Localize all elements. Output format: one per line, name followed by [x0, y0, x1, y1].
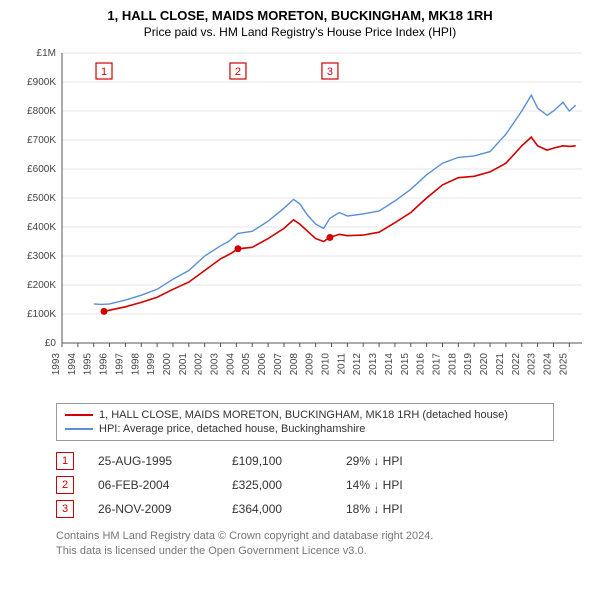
event-dot — [101, 308, 108, 315]
marker-date: 25-AUG-1995 — [98, 454, 208, 468]
chart-plot: £0 £100K £200K £300K £400K £500K £600K £700K £80… — [12, 47, 588, 397]
x-tick-label: 1995 — [83, 353, 94, 376]
x-tick-label: 2024 — [542, 353, 553, 376]
event-marker-num: 3 — [327, 66, 333, 78]
x-tick-label: 2007 — [273, 353, 284, 376]
chart-title: 1, HALL CLOSE, MAIDS MORETON, BUCKINGHAM… — [12, 8, 588, 23]
x-tick-label: 2023 — [527, 353, 538, 376]
y-tick-label: £800K — [27, 106, 56, 117]
marker-num-box: 2 — [56, 476, 74, 494]
attribution: Contains HM Land Registry data © Crown c… — [56, 529, 588, 559]
x-tick-label: 2003 — [210, 353, 221, 376]
marker-delta: 14% ↓ HPI — [346, 478, 456, 492]
marker-num-box: 3 — [56, 500, 74, 518]
y-tick-label: £900K — [27, 77, 56, 88]
event-dot — [326, 234, 333, 241]
legend-label: HPI: Average price, detached house, Buck… — [99, 423, 365, 435]
marker-num-box: 1 — [56, 452, 74, 470]
x-tick-label: 2015 — [400, 353, 411, 376]
y-tick-label: £0 — [45, 338, 57, 349]
x-tick-label: 2008 — [289, 353, 300, 376]
y-tick-label: £100K — [27, 309, 56, 320]
event-marker-num: 2 — [235, 66, 241, 78]
y-tick-label: £200K — [27, 280, 56, 291]
marker-delta: 29% ↓ HPI — [346, 454, 456, 468]
legend-label: 1, HALL CLOSE, MAIDS MORETON, BUCKINGHAM… — [99, 409, 508, 421]
x-tick-label: 2001 — [178, 353, 189, 376]
x-tick-label: 2019 — [463, 353, 474, 376]
y-tick-label: £1M — [37, 48, 56, 59]
line-chart-svg: £0 £100K £200K £300K £400K £500K £600K £700K £80… — [12, 47, 588, 397]
x-tick-label: 2010 — [321, 353, 332, 376]
chart-subtitle: Price paid vs. HM Land Registry's House … — [12, 25, 588, 39]
x-tick-label: 2016 — [416, 353, 427, 376]
marker-date: 06-FEB-2004 — [98, 478, 208, 492]
x-tick-label: 2017 — [431, 353, 442, 376]
x-tick-label: 2005 — [241, 353, 252, 376]
x-tick-label: 2020 — [479, 353, 490, 376]
marker-row: 2 06-FEB-2004 £325,000 14% ↓ HPI — [56, 473, 588, 497]
event-dot — [234, 245, 241, 252]
x-tick-label: 2022 — [511, 353, 522, 376]
x-tick-label: 2002 — [194, 353, 205, 376]
x-tick-label: 2018 — [447, 353, 458, 376]
x-tick-label: 2009 — [305, 353, 316, 376]
x-tick-label: 1993 — [51, 353, 62, 376]
y-tick-label: £500K — [27, 193, 56, 204]
x-tick-label: 1998 — [130, 353, 141, 376]
legend-item: 1, HALL CLOSE, MAIDS MORETON, BUCKINGHAM… — [65, 408, 545, 422]
marker-price: £364,000 — [232, 502, 322, 516]
chart-container: 1, HALL CLOSE, MAIDS MORETON, BUCKINGHAM… — [0, 0, 600, 569]
y-tick-label: £700K — [27, 135, 56, 146]
marker-row: 3 26-NOV-2009 £364,000 18% ↓ HPI — [56, 497, 588, 521]
x-tick-label: 2000 — [162, 353, 173, 376]
legend-swatch — [65, 414, 93, 416]
x-tick-label: 2012 — [352, 353, 363, 376]
x-tick-label: 1997 — [114, 353, 125, 376]
x-tick-label: 2025 — [558, 353, 569, 376]
y-tick-label: £300K — [27, 251, 56, 262]
x-tick-label: 2014 — [384, 353, 395, 376]
y-tick-label: £400K — [27, 222, 56, 233]
event-marker-num: 1 — [101, 66, 107, 78]
marker-row: 1 25-AUG-1995 £109,100 29% ↓ HPI — [56, 449, 588, 473]
legend-swatch — [65, 428, 93, 430]
x-tick-label: 2013 — [368, 353, 379, 376]
event-markers-table: 1 25-AUG-1995 £109,100 29% ↓ HPI 2 06-FEB-200… — [56, 449, 588, 521]
legend: 1, HALL CLOSE, MAIDS MORETON, BUCKINGHAM… — [56, 403, 554, 441]
attribution-line: This data is licensed under the Open Gov… — [56, 544, 588, 559]
attribution-line: Contains HM Land Registry data © Crown c… — [56, 529, 588, 544]
x-tick-label: 2021 — [495, 353, 506, 376]
marker-price: £325,000 — [232, 478, 322, 492]
x-tick-label: 1994 — [67, 353, 78, 376]
legend-item: HPI: Average price, detached house, Buck… — [65, 422, 545, 436]
x-tick-label: 1999 — [146, 353, 157, 376]
x-tick-label: 2006 — [257, 353, 268, 376]
x-tick-label: 1996 — [99, 353, 110, 376]
x-tick-label: 2011 — [336, 353, 347, 375]
marker-price: £109,100 — [232, 454, 322, 468]
y-tick-label: £600K — [27, 164, 56, 175]
x-tick-label: 2004 — [225, 353, 236, 376]
marker-delta: 18% ↓ HPI — [346, 502, 456, 516]
marker-date: 26-NOV-2009 — [98, 502, 208, 516]
